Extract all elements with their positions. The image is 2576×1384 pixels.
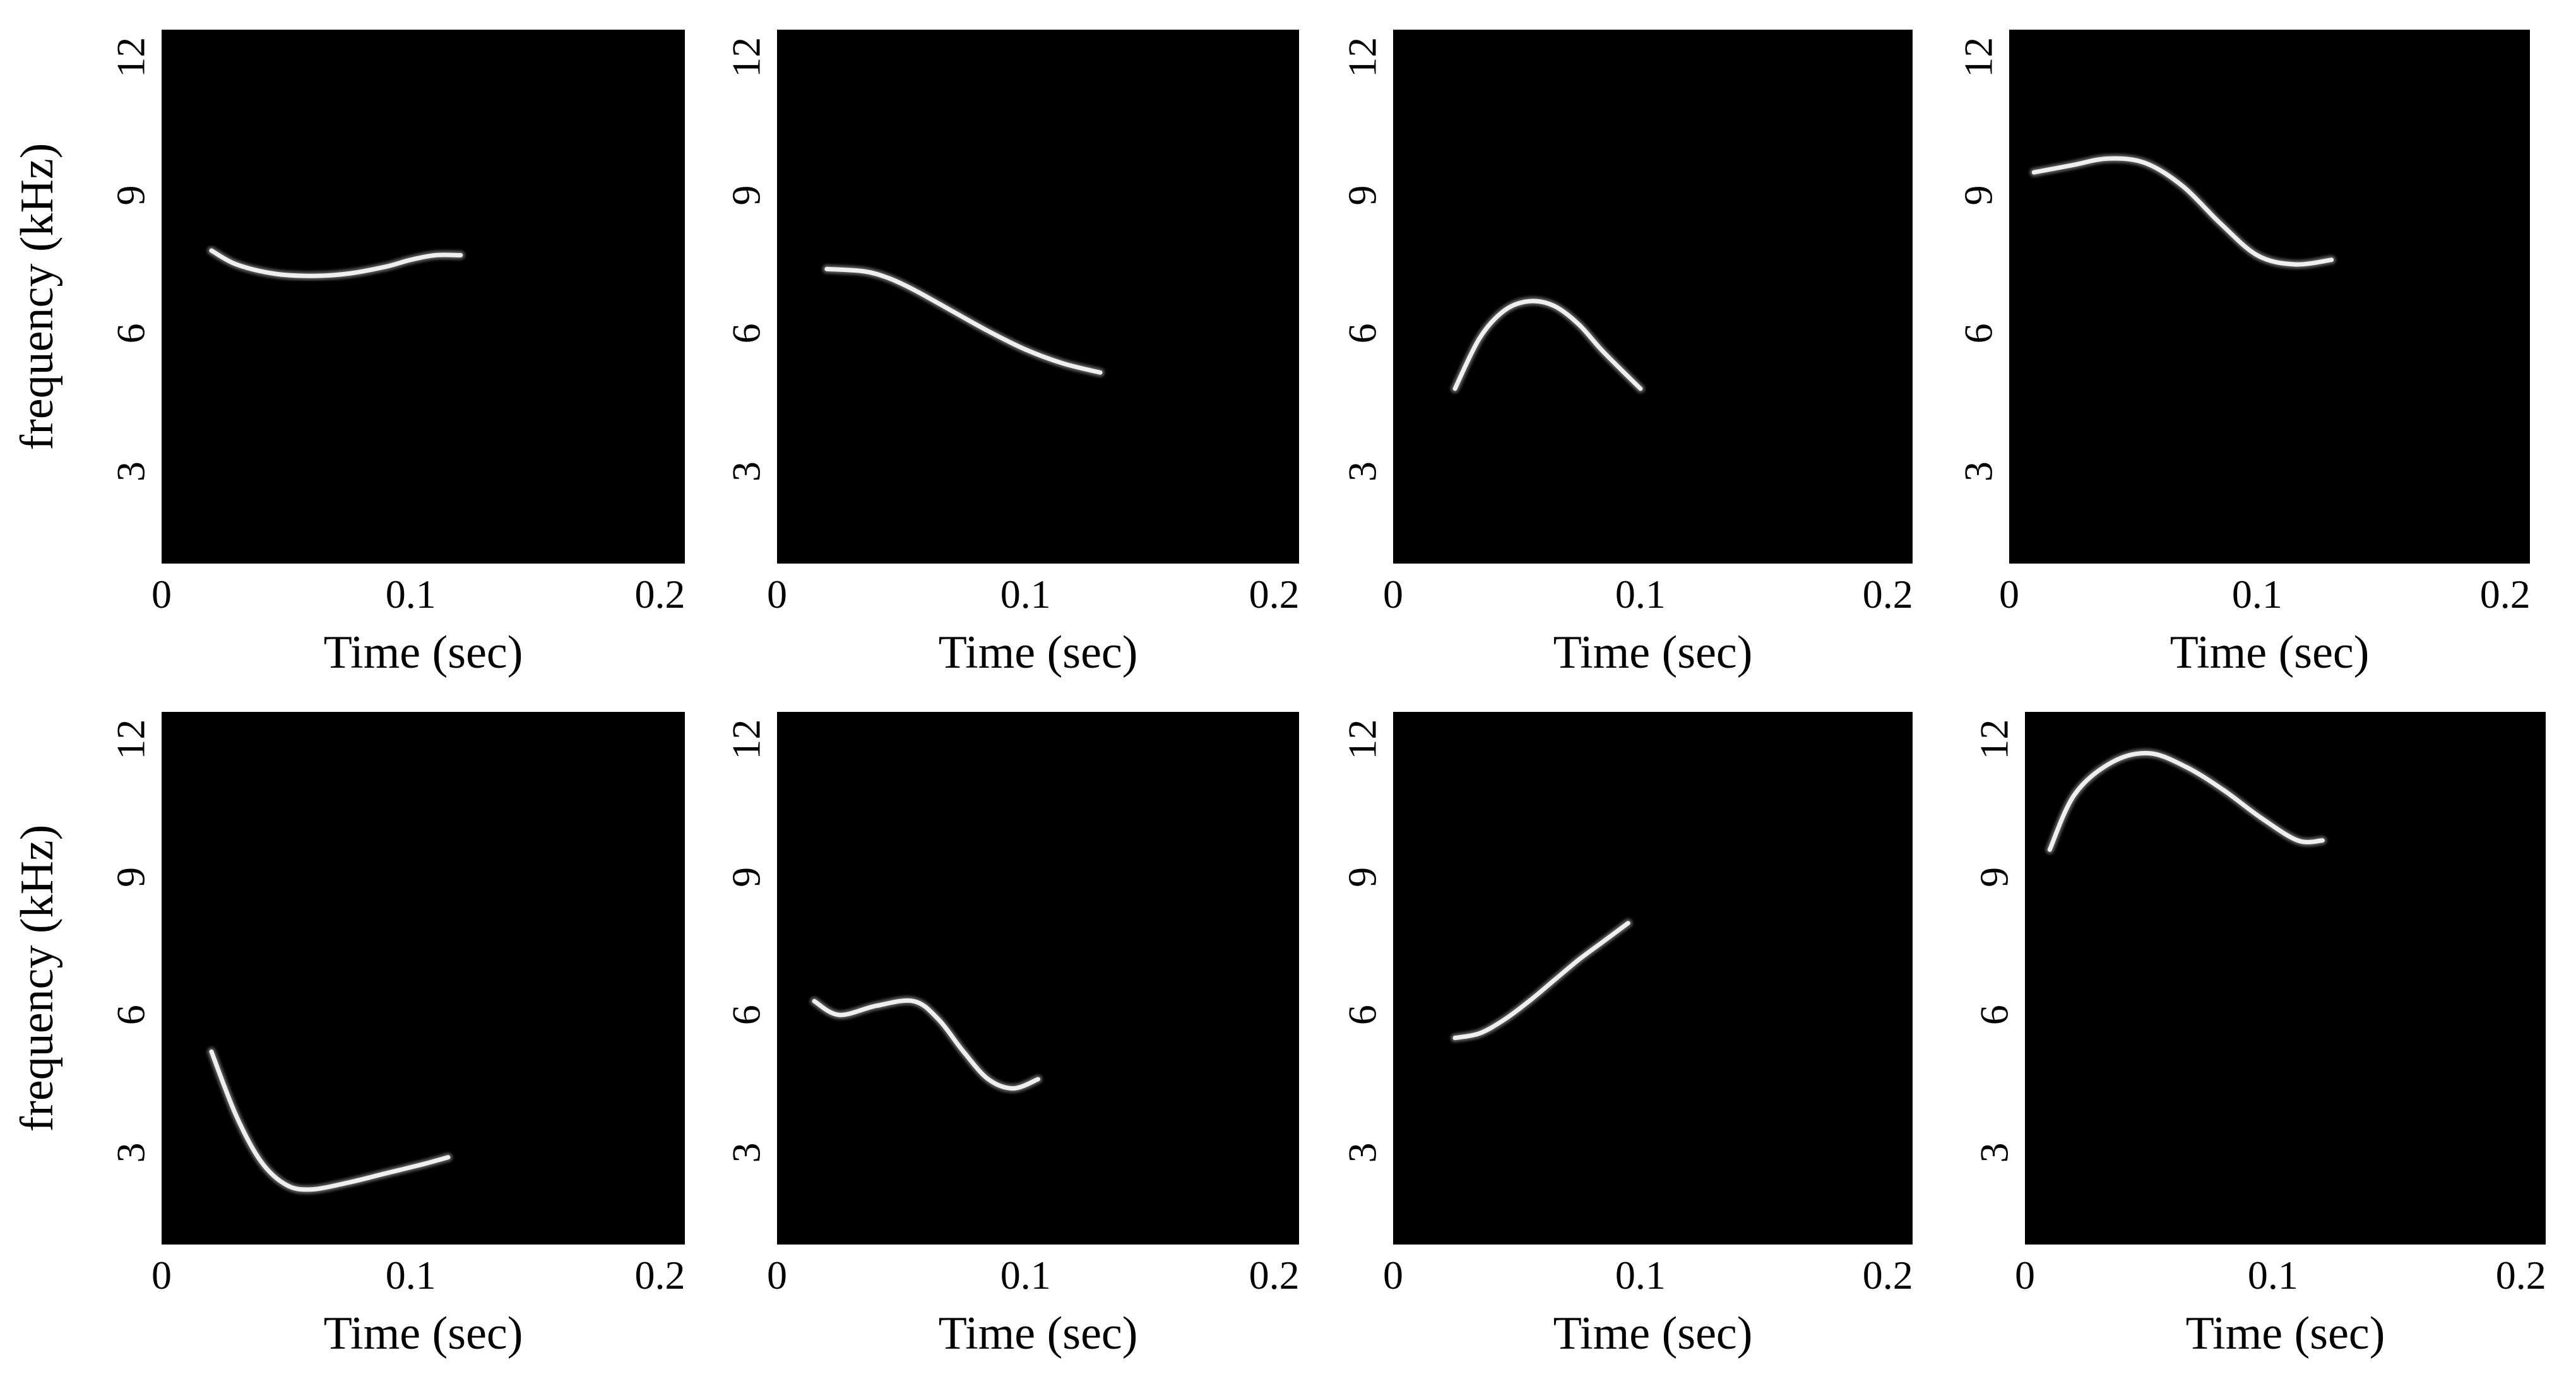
x-tick-label: 0	[2015, 1253, 2035, 1298]
frequency-trace	[824, 266, 1103, 375]
y-tick-label: 9	[109, 186, 153, 206]
spectrogram-panel-row1-col2: 0 0.1 0.2 3 6 9 12 Time (sec)	[724, 30, 1300, 678]
x-tick-label: 0	[1999, 572, 2019, 617]
y-tick-label: 3	[1972, 1142, 2017, 1162]
y-tick-label: 3	[109, 461, 153, 482]
y-tick-label: 9	[1956, 186, 2001, 206]
y-tick-label: 9	[1340, 867, 1385, 887]
x-tick-label: 0.2	[1249, 1253, 1300, 1298]
x-axis-label: Time (sec)	[939, 1308, 1138, 1359]
y-tick-label: 12	[109, 37, 153, 78]
x-tick-label: 0.1	[386, 572, 436, 617]
frequency-trace	[2047, 750, 2325, 852]
spectrogram-panel-row1-col1: 0 0.1 0.2 3 6 9 12 Time (sec) frequency (kHz)	[11, 30, 686, 678]
x-axis-label: Time (sec)	[324, 1308, 523, 1359]
y-tick-label: 6	[109, 1005, 153, 1025]
x-tick-label: 0.1	[1000, 572, 1051, 617]
plot-area	[162, 712, 685, 1245]
y-tick-label: 6	[1340, 1005, 1385, 1025]
y-tick-label: 9	[724, 186, 769, 206]
y-tick-label: 12	[1956, 37, 2001, 78]
plot-area	[1393, 712, 1913, 1245]
plot-area	[162, 30, 685, 564]
x-tick-label: 0.2	[1863, 1253, 1913, 1298]
x-tick-label: 0.2	[1249, 572, 1300, 617]
x-tick-label: 0.1	[1000, 1253, 1051, 1298]
x-axis-label: Time (sec)	[2186, 1308, 2385, 1359]
y-tick-label: 12	[1340, 37, 1385, 78]
x-tick-label: 0.2	[2480, 572, 2531, 617]
x-axis-label: Time (sec)	[324, 627, 523, 678]
x-tick-label: 0.2	[635, 572, 686, 617]
y-tick-label: 3	[1340, 461, 1385, 482]
y-tick-label: 3	[1956, 461, 2001, 482]
x-tick-label: 0	[1383, 572, 1403, 617]
x-tick-label: 0.1	[2232, 572, 2282, 617]
x-tick-label: 0	[1383, 1253, 1403, 1298]
y-tick-label: 6	[1340, 323, 1385, 343]
x-axis-label: Time (sec)	[1553, 1308, 1753, 1359]
x-tick-label: 0	[151, 1253, 172, 1298]
y-tick-label: 6	[1956, 323, 2001, 343]
y-tick-label: 3	[724, 461, 769, 482]
x-axis-label: Time (sec)	[2170, 627, 2370, 678]
y-axis-label: frequency (kHz)	[11, 825, 63, 1132]
y-tick-label: 12	[1972, 719, 2017, 760]
y-axis-label: frequency (kHz)	[11, 143, 63, 451]
spectrogram-panel-row2-col1: 0 0.1 0.2 3 6 9 12 Time (sec) frequency (kHz)	[11, 712, 686, 1359]
frequency-trace	[812, 998, 1040, 1091]
x-tick-label: 0.1	[1615, 1253, 1666, 1298]
plot-area	[2025, 712, 2546, 1245]
y-tick-label: 9	[109, 867, 153, 887]
spectrogram-panel-row2-col4: 0 0.1 0.2 3 6 9 12 Time (sec)	[1972, 712, 2546, 1359]
x-tick-label: 0	[151, 572, 172, 617]
spectrogram-panel-row2-col2: 0 0.1 0.2 3 6 9 12 Time (sec)	[724, 712, 1300, 1359]
spectrogram-panel-row1-col3: 0 0.1 0.2 3 6 9 12 Time (sec)	[1340, 30, 1913, 678]
y-tick-label: 6	[109, 323, 153, 343]
y-tick-label: 12	[1340, 719, 1385, 760]
frequency-trace	[2031, 156, 2334, 267]
x-tick-label: 0.2	[2496, 1253, 2546, 1298]
plot-area	[2009, 30, 2530, 564]
plot-area	[777, 712, 1299, 1245]
y-tick-label: 9	[1972, 867, 2017, 887]
x-tick-label: 0	[767, 1253, 787, 1298]
y-tick-label: 3	[109, 1142, 153, 1162]
frequency-trace	[209, 248, 463, 278]
x-tick-label: 0	[767, 572, 787, 617]
y-tick-label: 12	[724, 719, 769, 760]
x-axis-label: Time (sec)	[1553, 627, 1753, 678]
y-tick-label: 3	[1340, 1142, 1385, 1162]
y-tick-label: 9	[1340, 186, 1385, 206]
x-tick-label: 0.2	[1863, 572, 1913, 617]
x-tick-label: 0.1	[1615, 572, 1666, 617]
x-tick-label: 0.2	[635, 1253, 686, 1298]
frequency-trace	[1452, 299, 1643, 391]
plot-area	[1393, 30, 1913, 564]
x-axis-label: Time (sec)	[939, 627, 1138, 678]
frequency-trace	[1452, 921, 1630, 1041]
spectrogram-panel-row1-col4: 0 0.1 0.2 3 6 9 12 Time (sec)	[1956, 30, 2531, 678]
y-tick-label: 12	[109, 719, 153, 760]
y-tick-label: 6	[724, 1005, 769, 1025]
frequency-trace	[209, 1049, 451, 1192]
x-tick-label: 0.1	[386, 1253, 436, 1298]
plot-area	[777, 30, 1299, 564]
y-tick-label: 6	[724, 323, 769, 343]
spectrogram-panel-row2-col3: 0 0.1 0.2 3 6 9 12 Time (sec)	[1340, 712, 1913, 1359]
y-tick-label: 6	[1972, 1005, 2017, 1025]
y-tick-label: 12	[724, 37, 769, 78]
x-tick-label: 0.1	[2248, 1253, 2298, 1298]
y-tick-label: 9	[724, 867, 769, 887]
y-tick-label: 3	[724, 1142, 769, 1162]
